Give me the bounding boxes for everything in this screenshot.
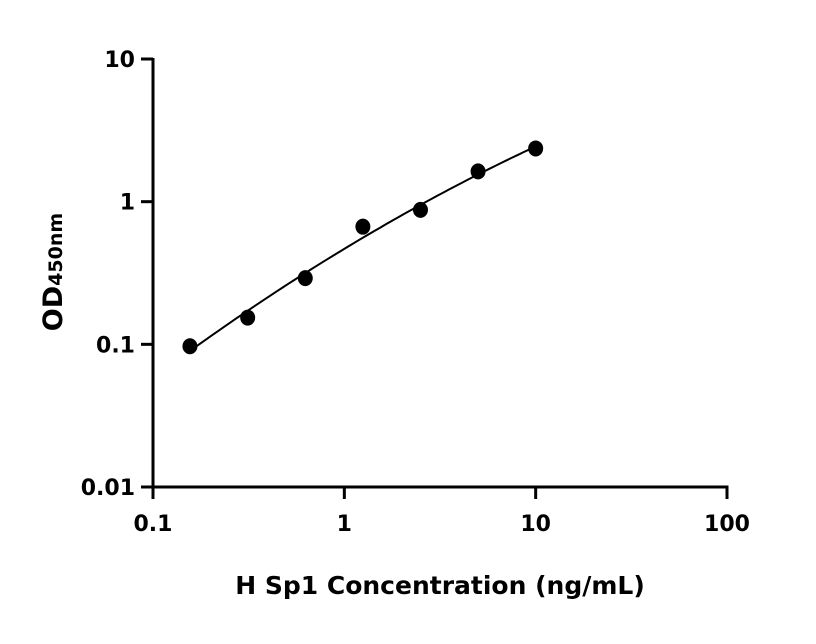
- data-point: [412, 201, 428, 218]
- y-tick-label: 0.1: [96, 333, 135, 358]
- y-tick-label: 1: [120, 191, 135, 216]
- data-point: [240, 309, 256, 326]
- data-points: [182, 140, 544, 355]
- data-point: [297, 270, 313, 287]
- y-tick-label: 0.01: [81, 476, 135, 501]
- x-axis-title: H Sp1 Concentration (ng/mL): [235, 571, 645, 600]
- data-point: [182, 338, 198, 355]
- x-tick-label: 10: [520, 512, 551, 537]
- x-tick-label: 0.1: [134, 512, 173, 537]
- y-axis-title: OD450nm: [38, 213, 69, 331]
- data-point: [355, 218, 371, 235]
- x-tick-label: 100: [704, 512, 750, 537]
- y-axis-title-main: OD: [38, 286, 69, 331]
- y-axis-title-sub: 450nm: [45, 213, 67, 286]
- y-tick-label: 10: [104, 48, 135, 73]
- axes: 0.1 1 10 100 0.01 0.1 1 10: [81, 48, 750, 537]
- data-point: [528, 140, 544, 157]
- x-tick-label: 1: [337, 512, 352, 537]
- data-point: [470, 163, 486, 180]
